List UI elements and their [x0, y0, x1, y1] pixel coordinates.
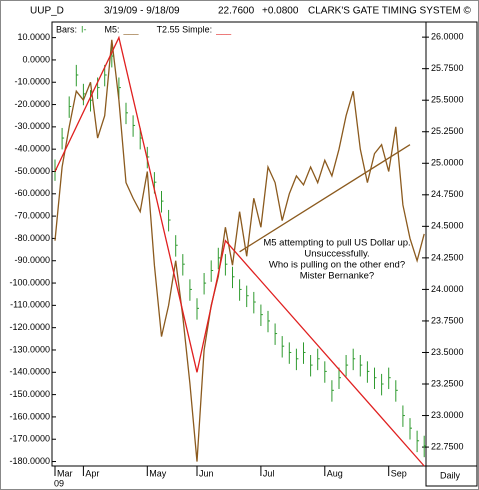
y-tick-label: -140.0000: [9, 367, 50, 377]
y-tick-label: 10.0000: [17, 32, 50, 42]
y-tick-label: -80.0000: [14, 233, 50, 243]
y-tick-label: -30.0000: [14, 121, 50, 131]
y-tick-label: -60.0000: [14, 188, 50, 198]
m5-line: [54, 39, 425, 462]
x-tick-label: Aug: [327, 468, 343, 478]
y-tick-label: -120.0000: [9, 322, 50, 332]
legend-label: M5:: [105, 24, 120, 34]
x-tick-label: Jul: [263, 468, 275, 478]
y-tick-label: -180.0000: [9, 456, 50, 466]
x-tick-label: Mar: [57, 468, 73, 478]
y-tick-label: -130.0000: [9, 344, 50, 354]
y2-tick-label: 23.7500: [431, 315, 464, 325]
legend-label: Bars:: [56, 24, 77, 34]
y2-tick-label: 23.0000: [431, 410, 464, 420]
y-tick-label: -150.0000: [9, 389, 50, 399]
y2-tick-label: 22.7500: [431, 441, 464, 451]
y-tick-label: -70.0000: [14, 210, 50, 220]
annotation: Who is pulling on the other end?: [269, 260, 405, 271]
y2-tick-label: 26.0000: [431, 32, 464, 42]
y2-tick-label: 25.2500: [431, 126, 464, 136]
y2-tick-label: 24.7500: [431, 189, 464, 199]
y-tick-label: -170.0000: [9, 434, 50, 444]
legend-label: T2.55 Simple:: [157, 24, 213, 34]
y-tick-label: -10.0000: [14, 77, 50, 87]
corner-frame: [425, 465, 478, 487]
symbol: UUP_D: [30, 6, 64, 17]
trend-line: [239, 144, 411, 253]
y2-tick-label: 25.0000: [431, 158, 464, 168]
x-tick-label: Sep: [391, 468, 407, 478]
price-change: +0.0800: [262, 6, 299, 17]
y2-tick-label: 24.2500: [431, 252, 464, 262]
legend-swatch: I-: [81, 24, 87, 34]
year-label: 09: [54, 478, 64, 488]
annotation: Mister Bernanke?: [300, 271, 374, 282]
legend-swatch: ___: [123, 24, 140, 34]
y-tick-label: -40.0000: [14, 144, 50, 154]
y-tick-label: -90.0000: [14, 255, 50, 265]
y2-tick-label: 25.5000: [431, 95, 464, 105]
date-range: 3/19/09 - 9/18/09: [104, 6, 180, 17]
x-tick-label: Apr: [85, 468, 99, 478]
y-tick-label: -160.0000: [9, 411, 50, 421]
x-tick-label: Jun: [199, 468, 214, 478]
y2-tick-label: 24.5000: [431, 221, 464, 231]
y2-tick-label: 25.7500: [431, 63, 464, 73]
y-tick-label: -20.0000: [14, 99, 50, 109]
y-tick-label: -50.0000: [14, 166, 50, 176]
y2-tick-label: 23.2500: [431, 378, 464, 388]
trend-line: [54, 35, 425, 467]
legend-swatch: ___: [215, 24, 232, 34]
y2-tick-label: 24.0000: [431, 284, 464, 294]
y-tick-label: -100.0000: [9, 277, 50, 287]
annotation: M5 attempting to pull US Dollar up.: [263, 238, 410, 249]
y-tick-label: 0.0000: [22, 54, 50, 64]
last-price: 22.7600: [218, 6, 255, 17]
x-axis-label: Daily: [440, 470, 461, 480]
x-tick-label: May: [149, 468, 167, 478]
y-tick-label: -110.0000: [10, 300, 50, 310]
y2-tick-label: 23.5000: [431, 347, 464, 357]
system-name: CLARK'S GATE TIMING SYSTEM ©: [308, 6, 471, 17]
annotation: Unsuccessfully.: [304, 249, 369, 260]
